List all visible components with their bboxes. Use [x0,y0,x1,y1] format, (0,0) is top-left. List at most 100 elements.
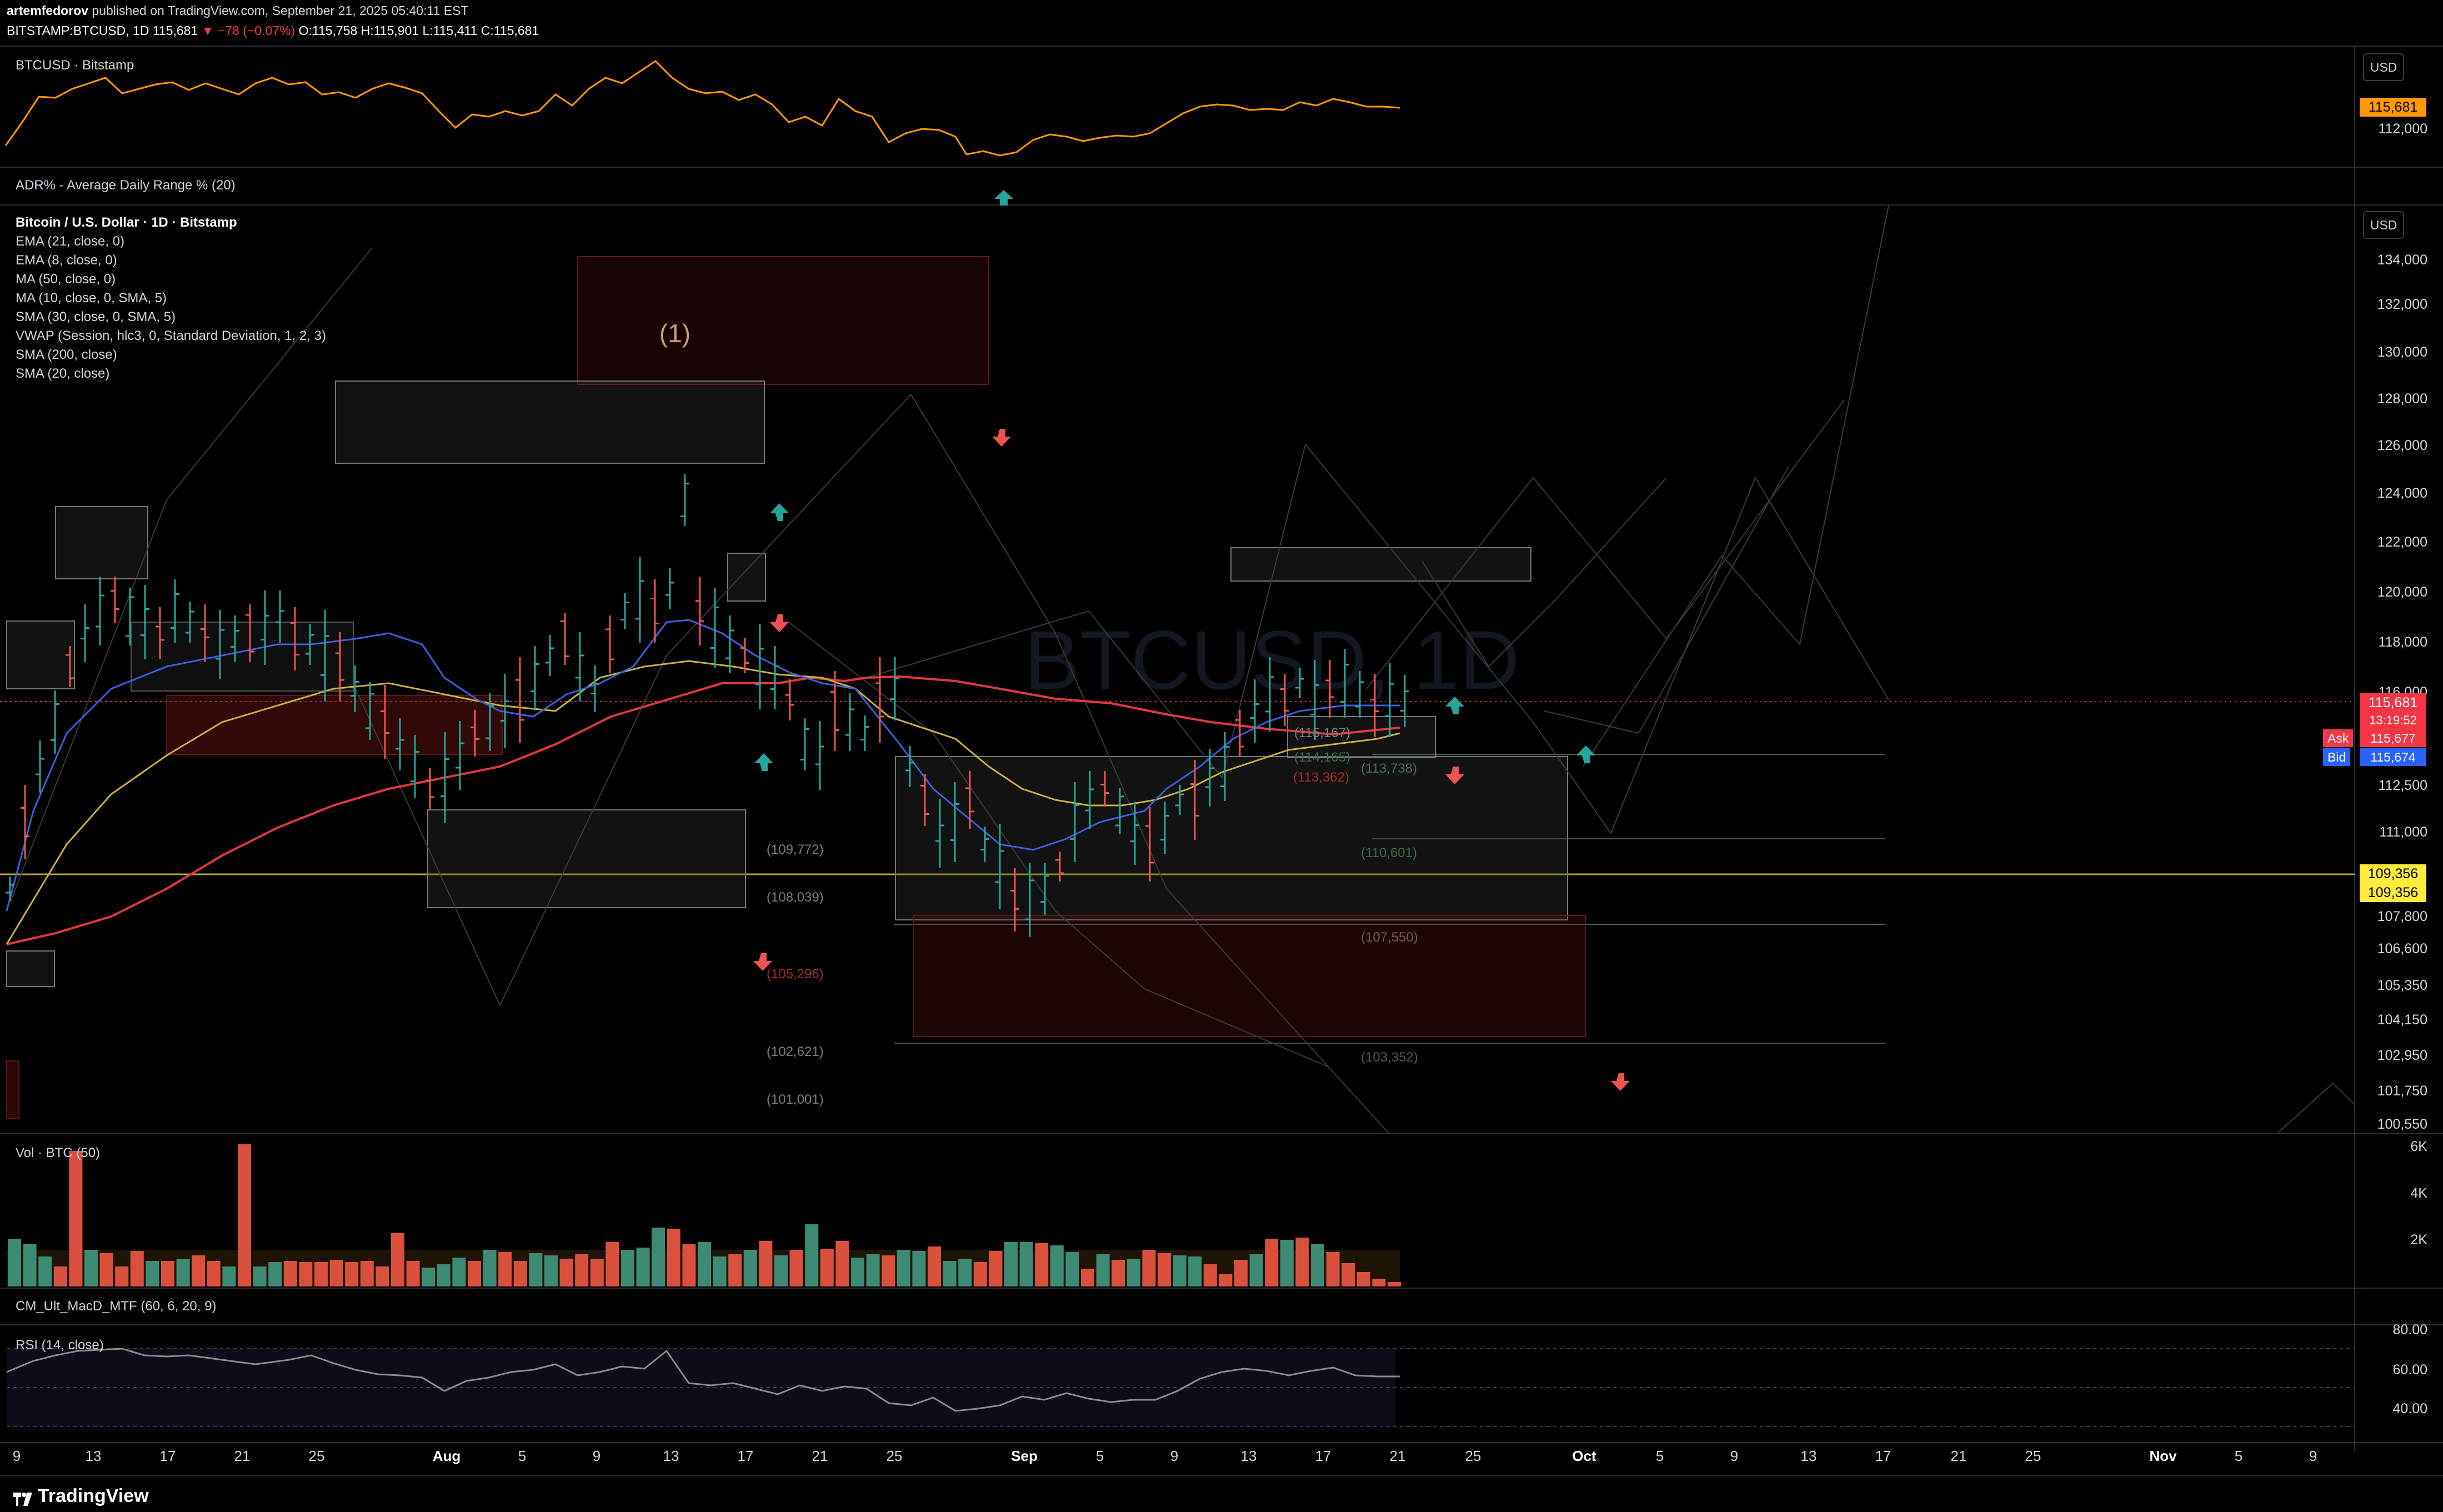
pane-separator-4[interactable] [0,1288,2443,1289]
rsi-pane-title[interactable]: RSI (14, close) [16,1338,104,1353]
zone-box-5[interactable] [427,809,746,908]
time-tick: 21 [234,1448,251,1464]
zone-box-8[interactable] [895,756,1568,920]
indicator-item[interactable]: MA (50, close, 0) [16,272,116,287]
zone-box-9[interactable] [1287,716,1436,758]
pane-separator-5[interactable] [0,1324,2443,1325]
macd-pane-title[interactable]: CM_Ult_MacD_MTF (60, 6, 20, 9) [16,1299,217,1314]
indicator-item[interactable]: SMA (30, close, 0, SMA, 5) [16,309,176,324]
volume-bar [652,1228,665,1286]
price-tick: 102,950 [2377,1048,2427,1063]
volume-bar [498,1252,512,1286]
time-tick: 5 [518,1448,527,1464]
projection-paths[interactable] [11,205,2355,1134]
volume-bar [805,1224,819,1286]
price-axis[interactable]: 112,000 134,000 132,000 130,000 128,000 … [2355,0,2443,1442]
adr-pane-title[interactable]: ADR% - Average Daily Range % (20) [16,178,236,193]
volume-bar [23,1244,37,1286]
time-axis[interactable]: 9 13 17 21 25 Aug 5 9 13 17 21 25 Sep 5 9 13 17 21 25 Oct 5 9… [0,1442,2355,1473]
time-tick: Sep [1011,1448,1038,1464]
time-tick: Aug [432,1448,461,1464]
time-tick: 21 [1950,1448,1967,1464]
price-tick: 107,800 [2377,909,2427,924]
published-text: published on TradingView.com, September … [92,3,469,18]
volume-bar [774,1255,788,1286]
chart-canvas[interactable]: BTCUSD, 1D [0,0,2355,1442]
zone-box-10[interactable] [6,950,55,987]
volume-bar [468,1261,481,1286]
volume-bar [835,1241,849,1286]
volume-pane-title[interactable]: Vol · BTC (50) [16,1145,101,1160]
ma-50-line [6,675,1400,945]
indicator-item[interactable]: SMA (20, close) [16,366,110,381]
pane-separator-1[interactable] [0,167,2443,168]
price-change: ▼ −78 (−0.07%) [201,23,296,38]
top-price-line [4,60,1400,157]
level-label: (113,362) [1293,770,1349,785]
tradingview-logo[interactable]: TradingView [13,1484,149,1507]
author-name[interactable]: artemfedorov [7,3,88,18]
volume-bar [682,1244,696,1286]
level-label: (108,039) [767,890,824,905]
zone-box-11[interactable] [6,1060,19,1119]
price-tick: 105,350 [2377,978,2427,993]
signal-arrows[interactable] [753,190,1630,1091]
time-tick: 21 [1389,1448,1406,1464]
main-chart-title[interactable]: Bitcoin / U.S. Dollar · 1D · Bitstamp [16,215,237,230]
time-tick: 17 [1315,1448,1331,1464]
zone-box-4[interactable] [131,622,354,692]
volume-bar [1203,1264,1217,1286]
wave-label-1: (1) [659,319,690,348]
zone-box-6[interactable] [727,553,766,602]
volume-bar [268,1262,282,1286]
indicator-item[interactable]: EMA (8, close, 0) [16,253,117,268]
rsi-line [6,1348,1400,1412]
chart-top-border [0,46,2443,47]
supply-zone-1[interactable] [577,256,989,385]
indicator-item[interactable]: VWAP (Session, hlc3, 0, Standard Deviati… [16,328,326,343]
pane-separator-3[interactable] [0,1133,2443,1134]
volume-tick: 4K [2410,1185,2427,1201]
price-tick: 106,600 [2377,941,2427,957]
volume-bar [329,1260,343,1286]
candlesticks[interactable] [6,474,1409,937]
volume-bar [1081,1269,1094,1286]
demand-red-zone-1[interactable] [166,695,503,755]
currency-button-main[interactable]: USD [2363,211,2404,239]
demand-red-zone-2[interactable] [913,915,1586,1037]
indicator-item[interactable]: EMA (21, close, 0) [16,234,125,249]
volume-bar [1050,1245,1064,1286]
time-tick: 13 [1800,1448,1817,1464]
time-tick: 25 [1465,1448,1481,1464]
indicator-item[interactable]: MA (10, close, 0, SMA, 5) [16,291,167,306]
volume-bar [912,1251,926,1286]
level-label: (115,167) [1294,725,1350,740]
zone-box-2[interactable] [55,506,148,579]
top-pane-title[interactable]: BTCUSD · Bitstamp [16,58,134,73]
volume-bar [1341,1263,1355,1286]
price-tick: 111,000 [2379,824,2427,840]
volume-bar [973,1262,987,1286]
zone-box-7[interactable] [1230,547,1531,582]
zone-box-3[interactable] [6,620,75,689]
level-label: (114,165) [1294,750,1350,765]
pane-separator-2[interactable] [0,204,2443,206]
volume-bar [820,1249,834,1286]
volume-bars[interactable] [7,1144,1401,1286]
indicator-item[interactable]: SMA (200, close) [16,347,117,362]
currency-button-top[interactable]: USD [2363,53,2404,81]
price-tick: 118,000 [2378,634,2427,650]
level-label: (105,296) [767,967,824,982]
rsi-tick: 80.00 [2392,1322,2427,1338]
volume-bar [406,1261,420,1286]
zone-box-1[interactable] [335,380,765,464]
volume-bar [84,1250,98,1286]
price-axis-border [2354,46,2355,1451]
volume-bar [1127,1259,1140,1286]
level-price-tag: 109,356 [2360,864,2426,883]
volume-bar [882,1255,895,1286]
volume-bar [621,1250,634,1286]
time-tick: 17 [1875,1448,1891,1464]
ema-blue-line [6,619,1400,912]
volume-bar [989,1251,1003,1286]
